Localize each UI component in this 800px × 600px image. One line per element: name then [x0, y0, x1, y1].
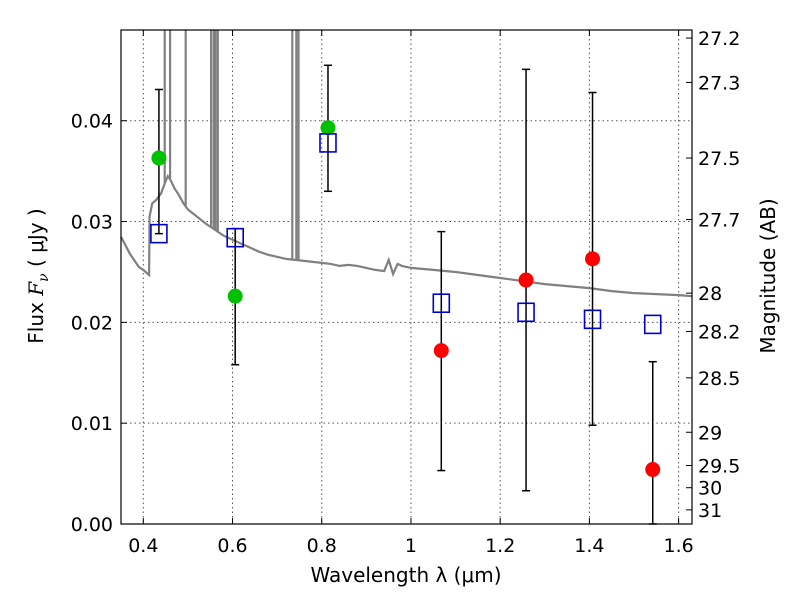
data-point-circle — [645, 462, 661, 478]
data-point-square — [319, 133, 337, 153]
x-axis-label: Wavelength λ (μm) — [310, 563, 501, 587]
data-point-circle — [151, 150, 167, 166]
x-tick-label: 1.4 — [574, 535, 604, 557]
data-point-square — [432, 293, 451, 314]
y2-tick-label: 27.2 — [698, 28, 740, 50]
data-point-circle — [585, 251, 601, 267]
x-tick-label: 0.4 — [128, 535, 158, 557]
y2-tick-label: 28.2 — [698, 321, 740, 343]
plot-border — [120, 29, 693, 525]
y2-axis-label: Magnitude (AB) — [756, 198, 780, 353]
y-axis-label-sub: ν — [36, 273, 52, 282]
x-tick-label: 0.8 — [307, 535, 337, 557]
y-tick-label: 0.04 — [71, 111, 113, 133]
data-point-square — [643, 314, 662, 335]
y-tick-label: 0.01 — [71, 413, 113, 435]
y2-tick-label: 30 — [698, 478, 722, 500]
axis-ticks: 0.4 0.6 0.8 1 1.2 1.4 1.6 0.00 0.01 0.02 0.03 0.04 2… — [71, 28, 741, 557]
x-tick-label: 1.6 — [664, 535, 694, 557]
y-tick-label: 0.00 — [71, 514, 113, 536]
y2-tick-label: 31 — [698, 500, 722, 522]
x-tick-label: 1 — [405, 535, 417, 557]
data-point-circle — [227, 288, 243, 304]
y2-tick-label: 27.5 — [698, 148, 740, 170]
y-tick-label: 0.03 — [71, 212, 113, 234]
model-spectrum-line — [120, 174, 693, 298]
plot-frame — [120, 29, 693, 525]
data-point-square — [583, 309, 602, 330]
y-axis-label-prefix: Flux — [24, 296, 48, 344]
y2-tick-label: 29.5 — [698, 456, 740, 478]
data-point-square — [517, 302, 535, 323]
data-markers — [150, 120, 662, 478]
data-point-circle — [518, 272, 534, 288]
data-point-circle — [320, 120, 336, 136]
data-point-square — [150, 223, 168, 244]
y2-tick-label: 27.7 — [698, 210, 740, 232]
y2-tick-label: 28.5 — [698, 368, 740, 390]
model-spectrum — [120, 30, 693, 298]
y-axis-label-var: F — [24, 281, 48, 297]
y-tick-label: 0.02 — [71, 312, 113, 334]
y-axis-label: Flux Fν ( μJy ) — [24, 208, 52, 343]
y2-tick-label: 27.3 — [698, 72, 740, 94]
y2-tick-label: 29 — [698, 422, 722, 444]
grid — [121, 30, 692, 525]
y2-tick-label: 28 — [698, 283, 722, 305]
data-point-circle — [433, 343, 449, 359]
x-tick-label: 0.6 — [217, 535, 247, 557]
y-axis-label-unit: ( μJy ) — [24, 208, 48, 273]
x-tick-label: 1.2 — [485, 535, 515, 557]
data-point-square — [226, 227, 244, 248]
